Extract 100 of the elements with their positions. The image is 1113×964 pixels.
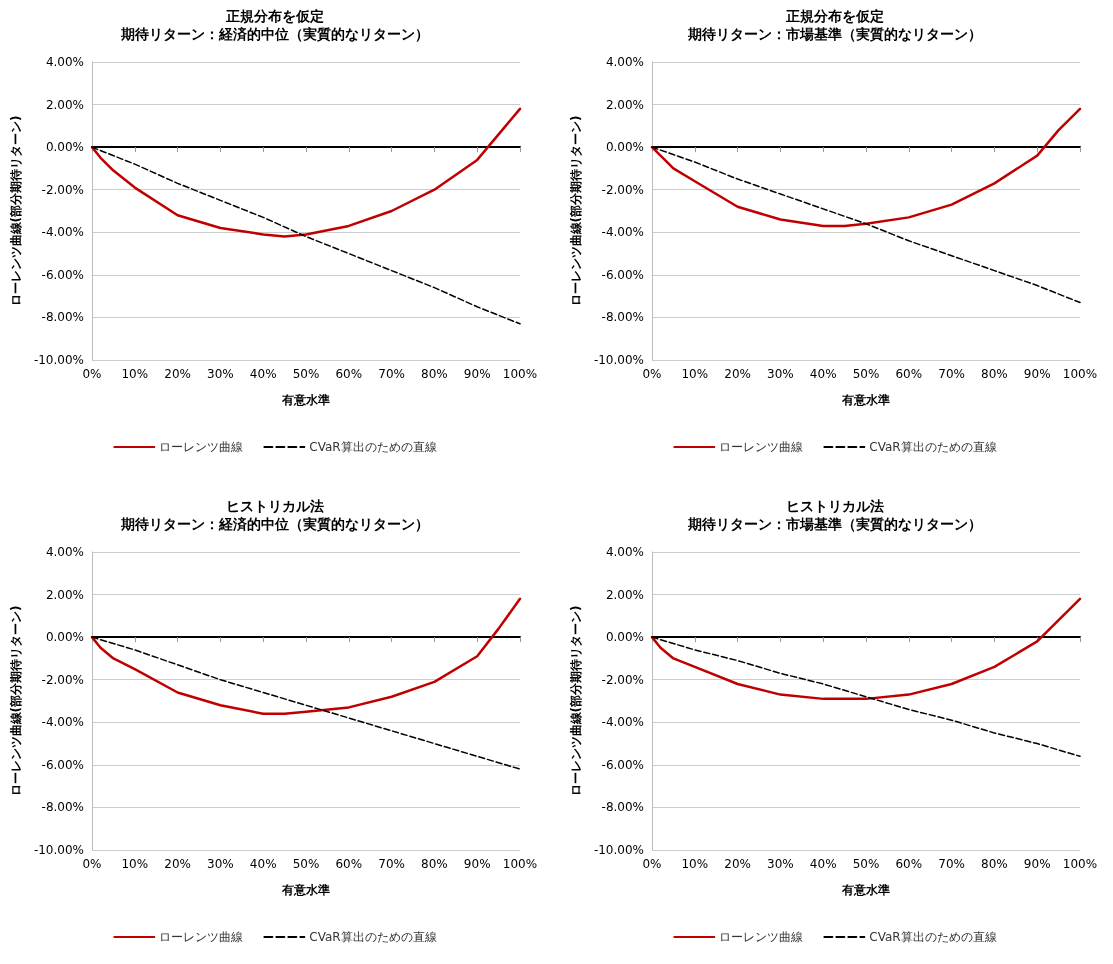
y-tick-label: -6.00% — [601, 267, 644, 282]
legend-label: CVaR算出のための直線 — [869, 930, 997, 944]
x-tick-label: 30% — [767, 367, 794, 381]
x-tick-label: 70% — [938, 857, 965, 871]
x-tick-label: 30% — [767, 857, 794, 871]
x-axis-title: 有意水準 — [281, 883, 330, 897]
y-tick-label: 0.00% — [45, 630, 84, 645]
x-tick-label: 40% — [809, 367, 837, 381]
chart-title: 正規分布を仮定 — [785, 8, 884, 24]
x-tick-label: 70% — [938, 367, 965, 381]
x-tick-label: 80% — [421, 857, 448, 871]
x-tick-label: 60% — [335, 857, 363, 871]
y-axis-title: ローレンツ曲線(部分期待リターン) — [569, 115, 583, 307]
x-tick-label: 100% — [1062, 367, 1098, 381]
x-tick-label: 60% — [895, 367, 923, 381]
x-tick-label: 90% — [1023, 857, 1051, 871]
y-tick-label: -8.00% — [41, 310, 84, 325]
legend-label: ローレンツ曲線 — [719, 440, 804, 454]
y-tick-label: -2.00% — [601, 672, 644, 687]
y-tick-label: 4.00% — [605, 545, 644, 559]
chart-subtitle: 期待リターン：市場基準（実質的なリターン） — [687, 516, 982, 532]
x-tick-label: 80% — [981, 367, 1008, 381]
x-tick-label: 90% — [1023, 367, 1051, 381]
y-tick-label: 0.00% — [605, 630, 644, 645]
x-tick-label: 40% — [249, 857, 277, 871]
x-tick-label: 0% — [642, 857, 662, 871]
y-tick-label: -10.00% — [593, 843, 644, 857]
x-tick-label: 50% — [292, 857, 320, 871]
y-tick-label: -4.00% — [601, 715, 644, 730]
y-tick-label: -10.00% — [593, 353, 644, 367]
x-tick-label: 50% — [292, 367, 320, 381]
y-tick-label: -2.00% — [601, 182, 644, 197]
y-tick-label: -2.00% — [41, 182, 84, 197]
y-tick-label: -8.00% — [601, 800, 644, 815]
x-tick-label: 60% — [895, 857, 923, 871]
x-tick-label: 100% — [502, 367, 538, 381]
y-tick-label: -6.00% — [41, 267, 84, 282]
x-tick-label: 10% — [681, 367, 709, 381]
x-tick-label: 50% — [852, 367, 880, 381]
y-tick-label: -8.00% — [41, 800, 84, 815]
legend-label: CVaR算出のための直線 — [869, 440, 997, 454]
line-series — [90, 107, 522, 238]
x-tick-label: 20% — [724, 857, 751, 871]
y-tick-label: 4.00% — [45, 545, 84, 559]
x-tick-label: 50% — [852, 857, 880, 871]
x-tick-label: 10% — [121, 367, 149, 381]
y-tick-label: -4.00% — [41, 715, 84, 730]
y-tick-label: 2.00% — [605, 587, 644, 602]
x-tick-label: 60% — [335, 367, 363, 381]
y-tick-label: -10.00% — [33, 353, 84, 367]
x-tick-label: 10% — [121, 857, 149, 871]
y-tick-label: -4.00% — [601, 225, 644, 240]
x-tick-label: 90% — [463, 857, 491, 871]
y-tick-label: -4.00% — [41, 225, 84, 240]
y-axis-title: ローレンツ曲線(部分期待リターン) — [569, 605, 583, 797]
legend-label: CVaR算出のための直線 — [309, 930, 437, 944]
x-tick-label: 40% — [249, 367, 277, 381]
x-tick-label: 40% — [809, 857, 837, 871]
x-tick-label: 20% — [164, 367, 191, 381]
chart-subtitle: 期待リターン：経済的中位（実質的なリターン） — [120, 516, 429, 532]
x-tick-label: 80% — [421, 367, 448, 381]
y-tick-label: -10.00% — [33, 843, 84, 857]
y-tick-label: -6.00% — [601, 757, 644, 772]
y-axis-title: ローレンツ曲線(部分期待リターン) — [9, 115, 23, 307]
chart-title: ヒストリカル法 — [786, 498, 884, 514]
y-tick-label: 2.00% — [45, 97, 84, 112]
y-tick-label: 4.00% — [605, 55, 644, 69]
x-tick-label: 30% — [207, 367, 234, 381]
x-tick-label: 70% — [378, 367, 405, 381]
chart-title: 正規分布を仮定 — [225, 8, 324, 24]
x-tick-label: 90% — [463, 367, 491, 381]
x-tick-label: 10% — [681, 857, 709, 871]
legend-label: ローレンツ曲線 — [159, 440, 244, 454]
legend-label: CVaR算出のための直線 — [309, 440, 437, 454]
x-tick-label: 80% — [981, 857, 1008, 871]
chart-subtitle: 期待リターン：経済的中位（実質的なリターン） — [120, 26, 429, 42]
x-tick-label: 0% — [82, 857, 102, 871]
y-tick-label: 4.00% — [45, 55, 84, 69]
y-tick-label: 2.00% — [45, 587, 84, 602]
x-tick-label: 0% — [642, 367, 662, 381]
y-tick-label: 0.00% — [45, 140, 84, 155]
y-tick-label: 0.00% — [605, 140, 644, 155]
x-axis-title: 有意水準 — [841, 393, 890, 407]
line-series — [90, 597, 522, 716]
x-tick-label: 0% — [82, 367, 102, 381]
y-tick-label: -2.00% — [41, 672, 84, 687]
line-series — [650, 107, 1082, 228]
x-axis-title: 有意水準 — [841, 883, 890, 897]
legend-label: ローレンツ曲線 — [159, 930, 244, 944]
y-tick-label: -8.00% — [601, 310, 644, 325]
x-tick-label: 70% — [378, 857, 405, 871]
y-axis-title: ローレンツ曲線(部分期待リターン) — [9, 605, 23, 797]
chart-title: ヒストリカル法 — [226, 498, 324, 514]
x-tick-label: 20% — [164, 857, 191, 871]
x-tick-label: 100% — [1062, 857, 1098, 871]
x-axis-title: 有意水準 — [281, 393, 330, 407]
legend-label: ローレンツ曲線 — [719, 930, 804, 944]
y-tick-label: -6.00% — [41, 757, 84, 772]
line-series — [650, 597, 1082, 701]
x-tick-label: 30% — [207, 857, 234, 871]
